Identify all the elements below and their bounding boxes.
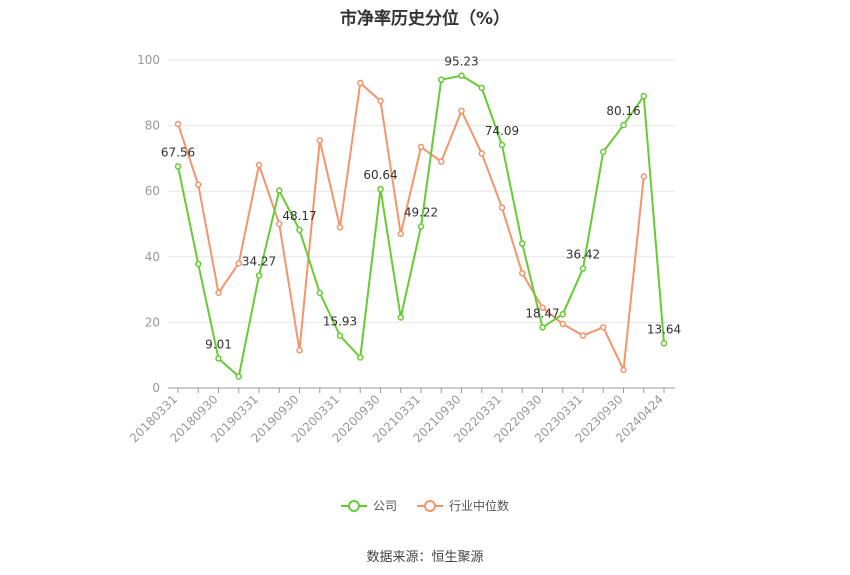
data-point	[276, 220, 283, 228]
data-point	[539, 304, 546, 311]
data-point	[579, 332, 587, 339]
data-point	[498, 141, 506, 149]
data-point	[215, 355, 222, 362]
data-point	[235, 373, 242, 380]
data-point	[174, 120, 182, 128]
data-point	[640, 92, 647, 100]
data-label: 95.23	[444, 55, 478, 69]
y-tick-label: 100	[137, 53, 160, 67]
data-point	[195, 181, 202, 188]
data-label: 18.47	[525, 306, 559, 320]
chart-title: 市净率历史分位（%）	[339, 9, 511, 29]
data-point	[377, 185, 384, 193]
y-tick-label: 20	[145, 315, 160, 329]
data-label: 60.64	[363, 168, 397, 182]
legend-industry-marker	[417, 499, 443, 512]
data-point	[559, 310, 566, 318]
data-point	[397, 230, 404, 238]
data-point	[296, 226, 303, 234]
data-point	[478, 84, 485, 92]
data-point	[417, 223, 425, 230]
data-point	[357, 354, 364, 361]
data-point	[276, 187, 283, 194]
data-point	[255, 161, 263, 169]
data-point	[579, 265, 587, 272]
data-point	[600, 148, 607, 156]
data-point	[255, 272, 263, 279]
data-point	[620, 366, 627, 374]
data-point	[498, 204, 506, 211]
data-point	[640, 173, 647, 180]
legend-item-company[interactable]: 公司	[340, 497, 397, 514]
data-source: 数据来源：恒生聚源	[366, 550, 484, 565]
data-label: 34.27	[242, 255, 276, 269]
data-label: 9.01	[205, 337, 232, 351]
data-point	[195, 260, 202, 268]
data-point	[357, 79, 364, 87]
legend-company-label: 公司	[372, 499, 397, 513]
data-point	[215, 289, 222, 297]
data-point	[438, 158, 445, 165]
data-point	[519, 240, 526, 247]
legend: 公司 行业中位数	[0, 497, 850, 514]
data-label: 15.93	[323, 315, 357, 329]
data-label: 67.56	[161, 145, 195, 159]
data-point	[336, 224, 344, 231]
data-point	[458, 107, 465, 115]
data-point	[519, 269, 526, 277]
y-tick-label: 60	[145, 184, 160, 198]
data-point	[458, 72, 465, 79]
data-point	[316, 137, 323, 144]
data-point	[559, 320, 566, 328]
legend-item-industry-median[interactable]: 行业中位数	[417, 497, 509, 514]
y-tick-label: 40	[145, 250, 160, 264]
data-point	[397, 314, 404, 321]
series-line-1	[177, 81, 645, 371]
data-point	[235, 260, 242, 267]
legend-industry-label: 行业中位数	[449, 499, 510, 513]
data-label: 80.16	[606, 104, 640, 118]
data-point	[539, 324, 546, 331]
data-point	[620, 121, 627, 129]
data-point	[478, 150, 485, 157]
data-point	[336, 332, 344, 339]
data-label: 13.64	[647, 322, 681, 336]
data-label: 36.42	[566, 248, 600, 262]
data-point	[600, 324, 607, 331]
data-label: 74.09	[485, 124, 519, 138]
data-label: 49.22	[404, 206, 438, 220]
data-point	[438, 76, 445, 83]
y-tick-label: 0	[152, 381, 160, 395]
data-point	[660, 340, 668, 347]
data-labels: 67.56 9.01 34.27 48.17 15.93 60.64 49.22 95.23 7…	[161, 55, 681, 352]
series-lines	[174, 72, 668, 380]
data-point	[417, 143, 425, 151]
gridlines	[168, 59, 675, 323]
data-point	[377, 97, 384, 105]
data-point	[296, 347, 303, 354]
data-label: 48.17	[282, 209, 316, 223]
legend-company-marker	[340, 499, 367, 512]
data-point	[174, 163, 182, 170]
y-tick-label: 80	[145, 119, 160, 133]
data-point	[316, 289, 323, 297]
